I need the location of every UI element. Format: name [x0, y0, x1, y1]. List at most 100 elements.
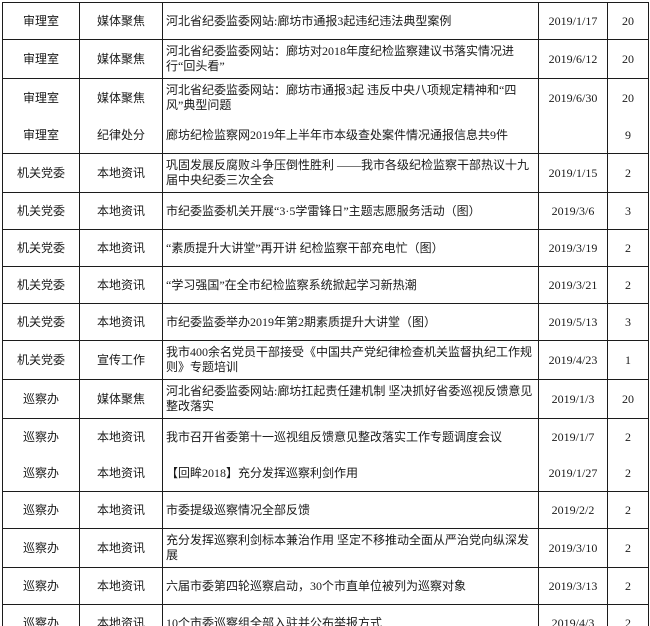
count-cell: 2: [607, 229, 649, 267]
date-cell: 2019/1/17: [538, 2, 608, 40]
date-cell: 2019/1/7: [538, 418, 608, 455]
department-cell: 巡察办: [2, 455, 80, 492]
date-cell: 2019/5/13: [538, 303, 608, 341]
title-cell: 市纪委监委机关开展“3·5学雷锋日”主题志愿服务活动（图）: [162, 192, 539, 230]
title-cell: 我市400余名党员干部接受《中国共产党纪律检查机关监督执纪工作规则》专题培训: [162, 340, 539, 380]
count-cell: 2: [607, 418, 649, 455]
table-row: 审理室 媒体聚焦 河北省纪委监委网站：廊坊市通报3起 违反中央八项规定精神和“四…: [2, 78, 649, 117]
department-cell: 机关党委: [2, 340, 80, 380]
department-cell: 机关党委: [2, 153, 80, 193]
count-cell: 1: [607, 340, 649, 380]
department-cell: 机关党委: [2, 303, 80, 341]
category-cell: 媒体聚焦: [79, 78, 163, 117]
category-cell: 宣传工作: [79, 340, 163, 380]
date-cell: [538, 117, 608, 154]
table-row: 审理室 纪律处分 廊坊纪检监察网2019年上半年市本级查处案件情况通报信息共9件…: [2, 117, 649, 154]
department-cell: 审理室: [2, 39, 80, 79]
count-cell: 20: [607, 39, 649, 79]
title-cell: “学习强国”在全市纪检监察系统掀起学习新热潮: [162, 266, 539, 304]
title-cell: 【回眸2018】充分发挥巡察利剑作用: [162, 455, 539, 492]
table-row: 巡察办 本地资讯 【回眸2018】充分发挥巡察利剑作用 2019/1/27 2: [2, 455, 649, 492]
category-cell: 媒体聚焦: [79, 379, 163, 419]
title-cell: 市委提级巡察情况全部反馈: [162, 491, 539, 529]
category-cell: 本地资讯: [79, 266, 163, 304]
count-cell: 20: [607, 379, 649, 419]
department-cell: 巡察办: [2, 491, 80, 529]
date-cell: 2019/3/13: [538, 567, 608, 605]
department-cell: 巡察办: [2, 379, 80, 419]
category-cell: 媒体聚焦: [79, 39, 163, 79]
title-cell: 充分发挥巡察利剑标本兼治作用 坚定不移推动全面从严治党向纵深发展: [162, 528, 539, 568]
table-row: 巡察办 本地资讯 六届市委第四轮巡察启动，30个市直单位被列为巡察对象 2019…: [2, 567, 649, 605]
table-row: 机关党委 宣传工作 我市400余名党员干部接受《中国共产党纪律检查机关监督执纪工…: [2, 340, 649, 380]
category-cell: 本地资讯: [79, 229, 163, 267]
date-cell: 2019/6/30: [538, 78, 608, 117]
category-cell: 本地资讯: [79, 567, 163, 605]
table-row: 机关党委 本地资讯 市纪委监委举办2019年第2期素质提升大讲堂（图） 2019…: [2, 303, 649, 341]
count-cell: 2: [607, 528, 649, 568]
title-cell: 10个市委巡察组全部入驻并公布举报方式: [162, 604, 539, 626]
date-cell: 2019/3/6: [538, 192, 608, 230]
department-cell: 审理室: [2, 78, 80, 117]
date-cell: 2019/3/21: [538, 266, 608, 304]
date-cell: 2019/4/3: [538, 604, 608, 626]
department-cell: 巡察办: [2, 418, 80, 455]
title-cell: 市纪委监委举办2019年第2期素质提升大讲堂（图）: [162, 303, 539, 341]
category-cell: 本地资讯: [79, 491, 163, 529]
table-row: 机关党委 本地资讯 “素质提升大讲堂”再开讲 纪检监察干部充电忙（图） 2019…: [2, 229, 649, 267]
count-cell: 20: [607, 78, 649, 117]
count-cell: 2: [607, 266, 649, 304]
department-cell: 巡察办: [2, 528, 80, 568]
table-row: 巡察办 本地资讯 我市召开省委第十一巡视组反馈意见整改落实工作专题调度会议 20…: [2, 418, 649, 455]
table-row: 巡察办 媒体聚焦 河北省纪委监委网站:廊坊扛起责任建机制 坚决抓好省委巡视反馈意…: [2, 379, 649, 419]
category-cell: 本地资讯: [79, 153, 163, 193]
category-cell: 本地资讯: [79, 192, 163, 230]
date-cell: 2019/1/15: [538, 153, 608, 193]
department-cell: 巡察办: [2, 567, 80, 605]
department-cell: 审理室: [2, 117, 80, 154]
title-cell: “素质提升大讲堂”再开讲 纪检监察干部充电忙（图）: [162, 229, 539, 267]
count-cell: 2: [607, 153, 649, 193]
department-cell: 审理室: [2, 2, 80, 40]
table-row: 机关党委 本地资讯 巩固发展反腐败斗争压倒性胜利 ——我市各级纪检监察干部热议十…: [2, 153, 649, 193]
title-cell: 河北省纪委监委网站：廊坊对2018年度纪检监察建议书落实情况进行“回头看”: [162, 39, 539, 79]
title-cell: 六届市委第四轮巡察启动，30个市直单位被列为巡察对象: [162, 567, 539, 605]
title-cell: 我市召开省委第十一巡视组反馈意见整改落实工作专题调度会议: [162, 418, 539, 455]
date-cell: 2019/4/23: [538, 340, 608, 380]
table-row: 审理室 媒体聚焦 河北省纪委监委网站:廊坊市通报3起违纪违法典型案例 2019/…: [2, 2, 649, 40]
date-cell: 2019/3/19: [538, 229, 608, 267]
title-cell: 廊坊纪检监察网2019年上半年市本级查处案件情况通报信息共9件: [162, 117, 539, 154]
count-cell: 2: [607, 567, 649, 605]
category-cell: 本地资讯: [79, 418, 163, 455]
table-row: 审理室 媒体聚焦 河北省纪委监委网站：廊坊对2018年度纪检监察建议书落实情况进…: [2, 39, 649, 79]
table-row: 机关党委 本地资讯 市纪委监委机关开展“3·5学雷锋日”主题志愿服务活动（图） …: [2, 192, 649, 230]
department-cell: 机关党委: [2, 229, 80, 267]
category-cell: 纪律处分: [79, 117, 163, 154]
department-cell: 巡察办: [2, 604, 80, 626]
table-row: 巡察办 本地资讯 10个市委巡察组全部入驻并公布举报方式 2019/4/3 2: [2, 604, 649, 626]
title-cell: 河北省纪委监委网站:廊坊扛起责任建机制 坚决抓好省委巡视反馈意见整改落实: [162, 379, 539, 419]
table-row: 巡察办 本地资讯 市委提级巡察情况全部反馈 2019/2/2 2: [2, 491, 649, 529]
category-cell: 本地资讯: [79, 528, 163, 568]
category-cell: 本地资讯: [79, 303, 163, 341]
date-cell: 2019/2/2: [538, 491, 608, 529]
department-cell: 机关党委: [2, 192, 80, 230]
category-cell: 本地资讯: [79, 455, 163, 492]
date-cell: 2019/6/12: [538, 39, 608, 79]
count-cell: 20: [607, 2, 649, 40]
date-cell: 2019/1/3: [538, 379, 608, 419]
count-cell: 9: [607, 117, 649, 154]
count-cell: 2: [607, 491, 649, 529]
table-row: 机关党委 本地资讯 “学习强国”在全市纪检监察系统掀起学习新热潮 2019/3/…: [2, 266, 649, 304]
table-row: 巡察办 本地资讯 充分发挥巡察利剑标本兼治作用 坚定不移推动全面从严治党向纵深发…: [2, 528, 649, 568]
date-cell: 2019/3/10: [538, 528, 608, 568]
title-cell: 巩固发展反腐败斗争压倒性胜利 ——我市各级纪检监察干部热议十九届中央纪委三次全会: [162, 153, 539, 193]
department-cell: 机关党委: [2, 266, 80, 304]
count-cell: 2: [607, 604, 649, 626]
category-cell: 媒体聚焦: [79, 2, 163, 40]
count-cell: 3: [607, 303, 649, 341]
title-cell: 河北省纪委监委网站：廊坊市通报3起 违反中央八项规定精神和“四风”典型问题: [162, 78, 539, 117]
